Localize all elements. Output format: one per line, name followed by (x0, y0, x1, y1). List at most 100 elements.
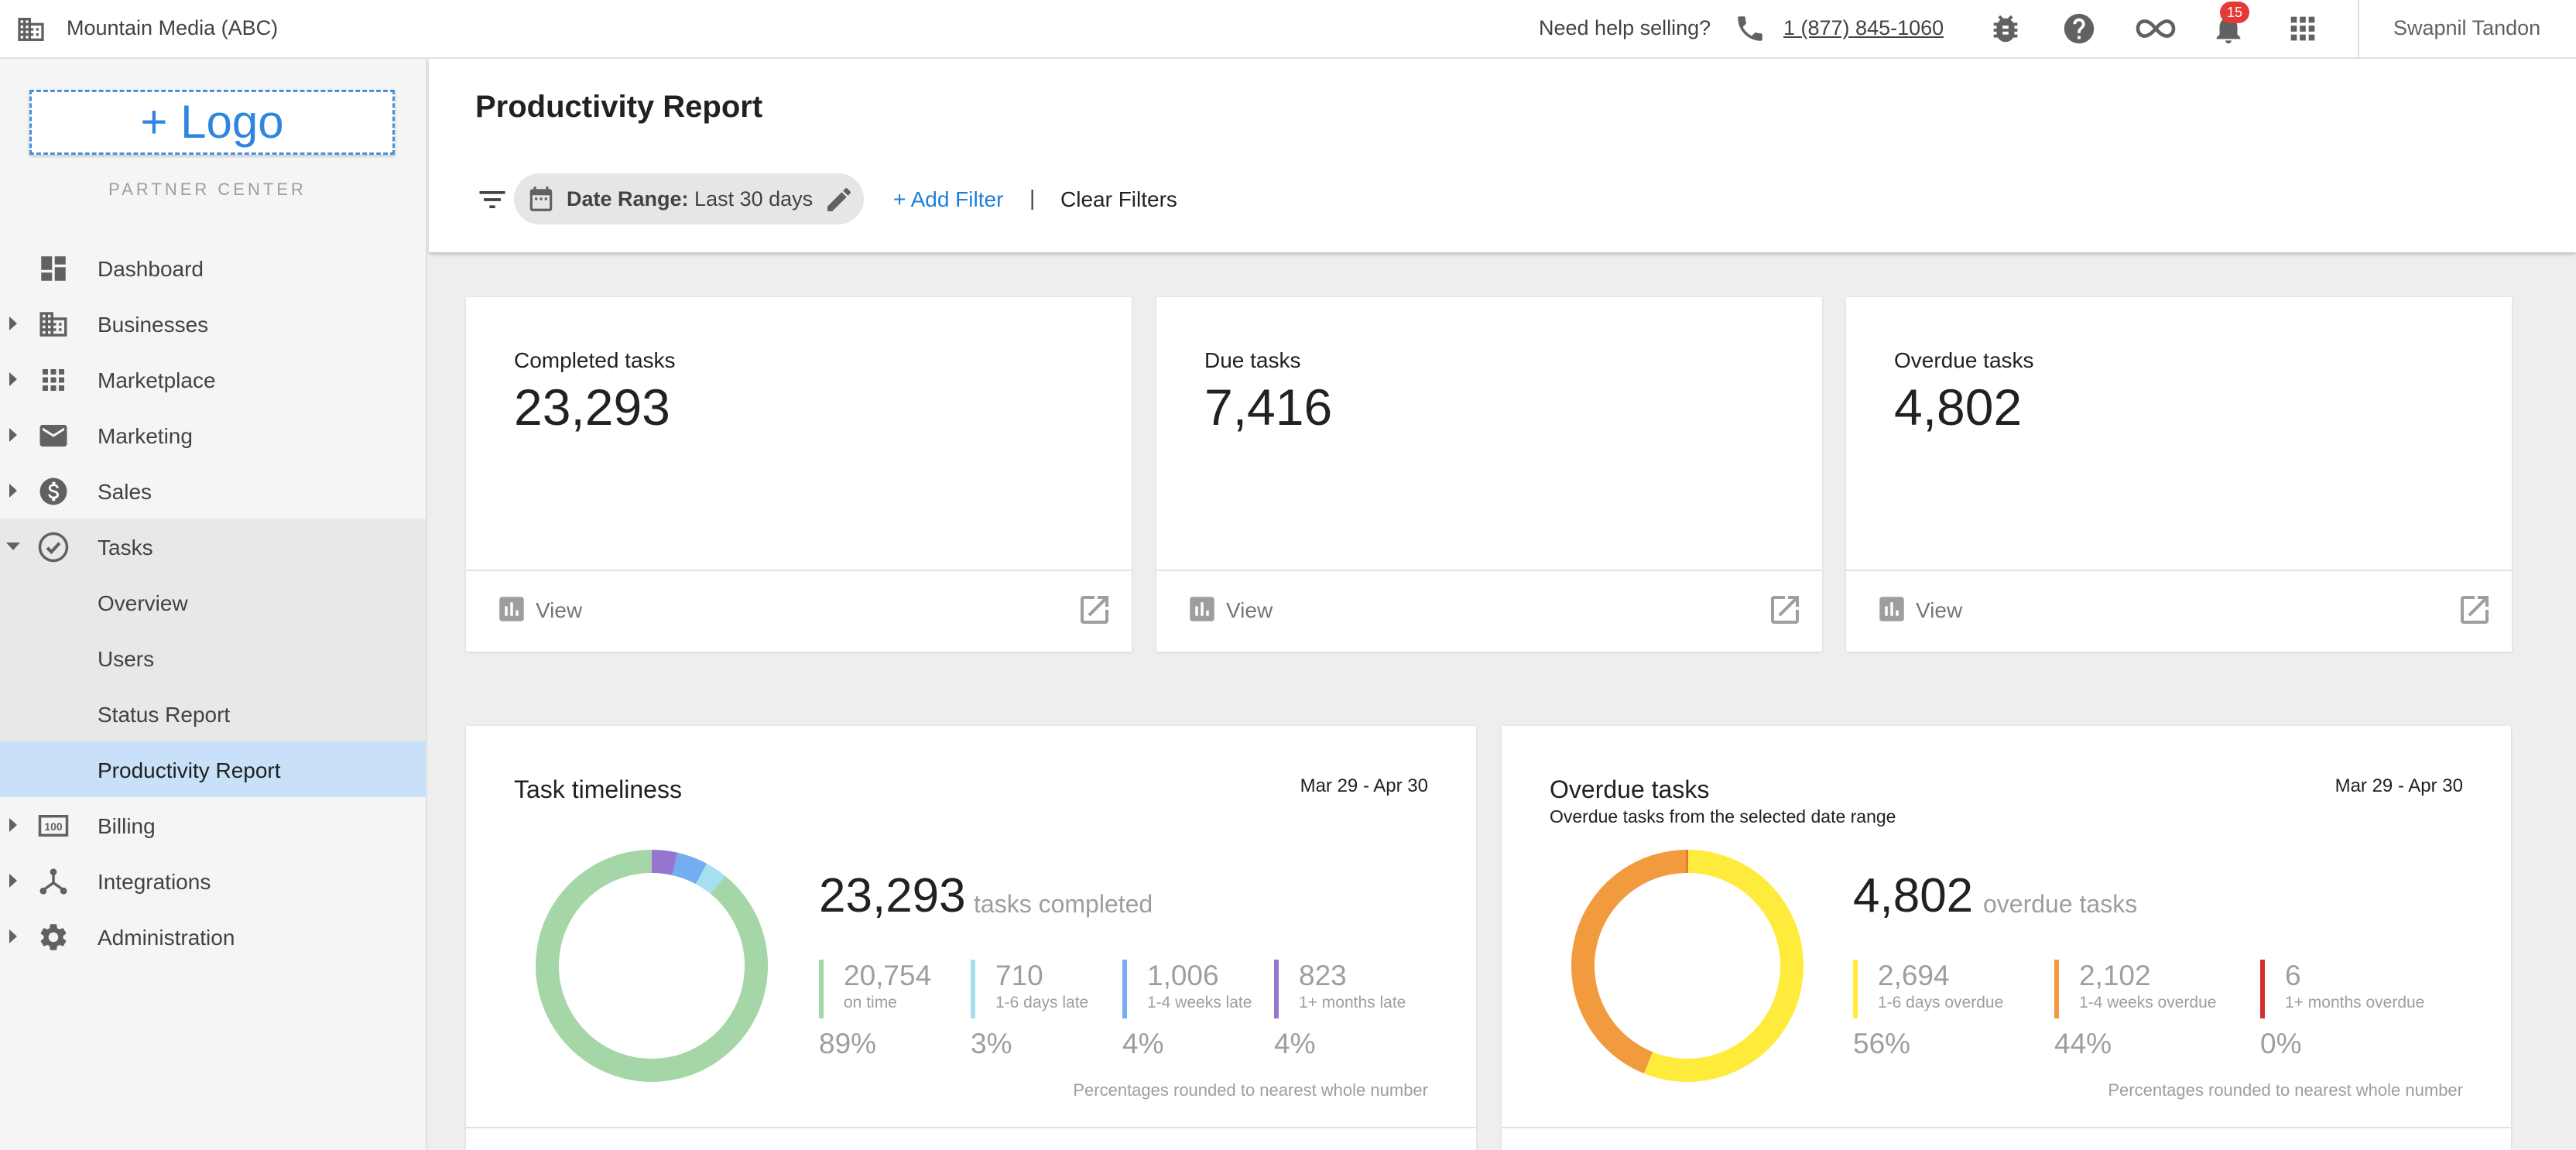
card-title: Task timeliness (514, 775, 682, 803)
metric-label: 1-6 days late (995, 994, 1089, 1011)
report-header: Productivity Report Date Range: Last 30 … (429, 59, 2576, 252)
filter-icon[interactable] (475, 183, 509, 217)
gear-icon (40, 924, 67, 950)
sidebar-item-status-report[interactable]: Status Report (0, 686, 426, 741)
task-timeliness-donut-chart (536, 850, 768, 1082)
completed-tasks-card: Completed tasks 23,293 View (466, 297, 1132, 652)
stat-label: Due tasks (1204, 348, 1301, 372)
open-in-new-icon[interactable] (1076, 591, 1113, 628)
sidebar-item-label: Businesses (98, 313, 209, 337)
metric-percent: 4% (1274, 1028, 1316, 1059)
dashboard-icon (41, 256, 66, 281)
metric-percent: 44% (2054, 1028, 2112, 1059)
bar-chart-icon[interactable] (1186, 593, 1218, 625)
view-link[interactable]: View (1226, 598, 1273, 622)
apps-grid-icon[interactable] (2285, 11, 2321, 46)
sidebar-item-label: Dashboard (98, 257, 204, 281)
card-divider (466, 1127, 1476, 1128)
legend-color-bar (1274, 960, 1279, 1018)
metric-percent: 3% (971, 1028, 1012, 1059)
rounding-note: Percentages rounded to nearest whole num… (2108, 1080, 2463, 1100)
sidebar-item-marketing[interactable]: Marketing (0, 407, 426, 463)
stat-value: 4,802 (1894, 378, 2023, 436)
sidebar-item-overview[interactable]: Overview (0, 574, 426, 630)
sidebar-item-businesses[interactable]: Businesses (0, 296, 426, 351)
bar-chart-icon[interactable] (1875, 593, 1908, 625)
metric-1-months-late: 823 1+ months late 4% (1274, 960, 1421, 1060)
legend-color-bar (819, 960, 824, 1018)
sidebar-item-integrations[interactable]: Integrations (0, 853, 426, 909)
card-divider (1502, 1127, 2511, 1128)
clear-filters-button[interactable]: Clear Filters (1060, 187, 1177, 211)
donut-slice-1-months-late (651, 850, 678, 876)
help-icon[interactable] (2061, 11, 2097, 46)
legend-color-bar (1122, 960, 1127, 1018)
sidebar-item-label: Overview (98, 591, 188, 615)
check-circle-icon (38, 532, 69, 563)
total-unit: overdue tasks (1983, 890, 2138, 918)
metric-value: 823 (1299, 960, 1347, 991)
calendar-icon (529, 187, 553, 211)
user-menu[interactable]: Swapnil Tandon (2393, 16, 2541, 39)
notification-badge: 15 (2220, 2, 2249, 23)
metric-label: 1-6 days overdue (1878, 994, 2004, 1011)
sidebar-item-productivity-report[interactable]: Productivity Report (0, 741, 426, 797)
phone-icon (1738, 16, 1762, 41)
sidebar-item-dashboard[interactable]: Dashboard (0, 240, 426, 296)
sidebar-item-users[interactable]: Users (0, 630, 426, 686)
filter-separator: | (1029, 186, 1036, 210)
sidebar: + Logo PARTNER CENTER Dashboard Business… (0, 59, 427, 1150)
stat-label: Overdue tasks (1894, 348, 2034, 372)
view-link[interactable]: View (536, 598, 583, 622)
date-range-filter-chip[interactable]: Date Range: Last 30 days (514, 173, 864, 224)
sidebar-item-administration[interactable]: Administration (0, 909, 426, 964)
sidebar-item-tasks[interactable]: Tasks (0, 519, 426, 574)
card-divider (466, 570, 1132, 571)
sidebar-item-label: Administration (98, 926, 235, 950)
sidebar-item-sales[interactable]: Sales (0, 463, 426, 519)
overdue-tasks-chart-card: Overdue tasks Overdue tasks from the sel… (1502, 726, 2511, 1150)
sidebar-item-label: Status Report (98, 703, 231, 727)
bug-icon[interactable] (1988, 11, 2023, 46)
integrations-icon (39, 868, 67, 895)
sidebar-item-label: Users (98, 647, 155, 671)
add-logo-button[interactable]: + Logo (29, 90, 395, 155)
view-link[interactable]: View (1916, 598, 1963, 622)
card-date-range: Mar 29 - Apr 30 (1300, 775, 1428, 796)
expand-caret-icon (9, 929, 17, 943)
metric-value: 2,102 (2079, 960, 2151, 991)
open-in-new-icon[interactable] (1766, 591, 1804, 628)
metric-value: 2,694 (1878, 960, 1950, 991)
metric-1-4-weeks-overdue: 2,102 1-4 weeks overdue 44% (2054, 960, 2232, 1060)
support-phone-link[interactable]: 1 (877) 845-1060 (1783, 16, 1944, 39)
metric-value: 1,006 (1147, 960, 1219, 991)
open-in-new-icon[interactable] (2456, 591, 2493, 628)
sidebar-item-label: Marketplace (98, 368, 216, 392)
link-icon[interactable] (2135, 11, 2177, 46)
overdue-tasks-donut-chart (1571, 850, 1804, 1082)
sidebar-item-label: Integrations (98, 870, 211, 894)
metric-1-6-days-overdue: 2,694 1-6 days overdue 56% (1853, 960, 2004, 1060)
date-range-value: Last 30 days (694, 187, 814, 210)
metric-percent: 4% (1122, 1028, 1164, 1059)
sidebar-item-marketplace[interactable]: Marketplace (0, 351, 426, 407)
donut-slice-1-4-weeks-late (671, 852, 707, 885)
help-selling-text: Need help selling? (1539, 16, 1711, 39)
metric-1-4-weeks-late: 1,006 1-4 weeks late 4% (1122, 960, 1269, 1060)
edit-pencil-icon[interactable] (824, 184, 855, 215)
total-value: 4,802 (1853, 869, 1974, 922)
dollar-icon (39, 477, 67, 505)
total-value: 23,293 (819, 869, 966, 922)
sidebar-item-billing[interactable]: 100 Billing (0, 797, 426, 853)
add-filter-button[interactable]: + Add Filter (893, 187, 1004, 211)
metric-label: 1-4 weeks overdue (2079, 994, 2217, 1011)
donut-slice-1-6-days-late (695, 863, 725, 895)
bar-chart-icon[interactable] (495, 593, 528, 625)
metric-value: 710 (995, 960, 1043, 991)
expand-caret-icon (9, 484, 17, 498)
due-tasks-card: Due tasks 7,416 View (1156, 297, 1822, 652)
stat-label: Completed tasks (514, 348, 676, 372)
collapse-caret-icon (6, 542, 20, 550)
date-range-label: Date Range: (567, 187, 689, 210)
metric-label: 1+ months late (1299, 994, 1406, 1011)
